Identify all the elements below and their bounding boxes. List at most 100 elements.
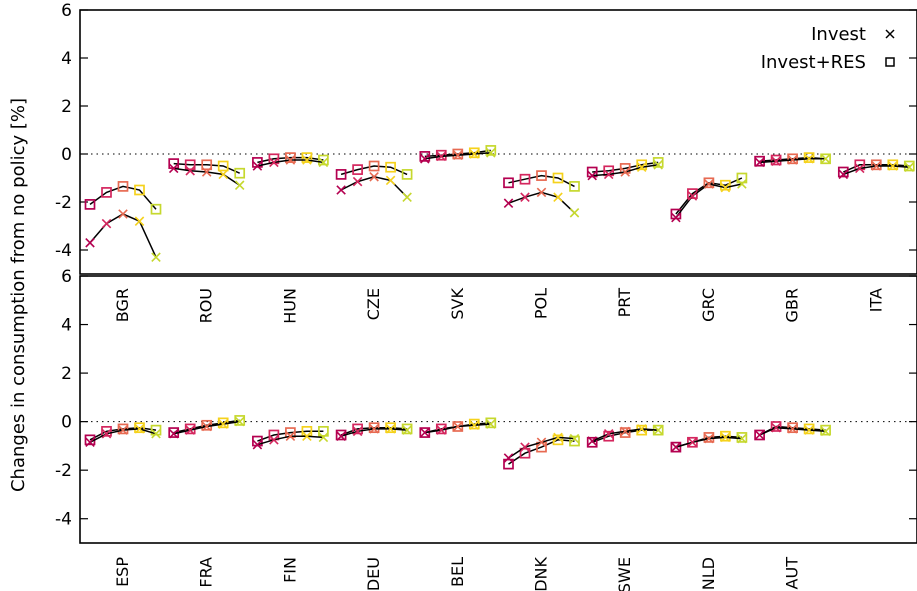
invest-point-fin (318, 432, 329, 443)
country-group-fra: FRA (168, 415, 246, 588)
invest-point-dnk (569, 433, 580, 444)
invest-point-rou (218, 169, 228, 180)
country-group-grc: GRC (670, 172, 748, 322)
country-group-dnk: DNK (503, 432, 580, 591)
series-line-invest-res-fra (173, 419, 240, 434)
country-group-swe: SWE (586, 424, 664, 591)
invest-res-point-prt (652, 157, 664, 168)
invest-point-fra (234, 416, 245, 427)
invest-point-swe (587, 436, 597, 446)
bottom-panel: -4 -2 0 2 4 6 ESP FRA FIN DEU BEL DNK SWE NLD AUT (55, 267, 917, 591)
legend-square (885, 57, 895, 67)
invest-res-point-svk (468, 147, 480, 159)
category-label-dnk: DNK (532, 556, 551, 591)
invest-point-svk (420, 154, 430, 164)
invest-res-point-rou (217, 160, 229, 172)
top-panel: -4 -2 0 2 4 6 BGR ROU HUN CZE SVK POL PRT GRC GBR ITA (55, 1, 917, 324)
invest-point-fra (218, 419, 228, 429)
invest-point-nld (704, 433, 714, 444)
country-group-aut: AUT (754, 421, 831, 589)
invest-res-point-cze (368, 160, 380, 172)
category-label-fra: FRA (197, 557, 216, 588)
category-label-ita: ITA (866, 288, 885, 312)
invest-res-point-cze (385, 161, 396, 173)
invest-res-point-esp (134, 422, 145, 434)
invest-res-point-prt (636, 159, 648, 171)
category-label-bel: BEL (448, 557, 467, 587)
invest-point-prt (636, 162, 647, 172)
invest-res-point-aut (770, 421, 782, 432)
invest-point-hun (318, 157, 329, 168)
y-tick-label: 0 (61, 413, 72, 433)
invest-point-rou (185, 166, 195, 176)
invest-point-dnk (553, 432, 563, 443)
invest-res-point-gbr (770, 154, 782, 166)
invest-point-fra (201, 421, 212, 432)
invest-point-svk (469, 149, 480, 159)
invest-point-prt (587, 170, 597, 181)
invest-point-hun (252, 161, 263, 171)
invest-point-pol (569, 208, 580, 218)
invest-point-fin (252, 439, 263, 450)
invest-point-swe (636, 424, 647, 434)
invest-point-bgr (134, 216, 145, 226)
invest-res-point-pol (503, 177, 514, 189)
invest-point-ita (871, 161, 882, 171)
country-group-hun: HUN (252, 152, 329, 324)
y-tick-label: -4 (55, 510, 72, 530)
invest-point-esp (85, 437, 95, 448)
invest-res-point-svk (435, 149, 447, 161)
invest-point-gbr (820, 154, 831, 164)
series-line-invest-res-rou (173, 162, 240, 174)
invest-point-rou (168, 163, 179, 174)
invest-point-svk (436, 151, 447, 162)
country-group-nld: NLD (670, 430, 748, 590)
invest-point-cze (352, 176, 363, 187)
country-group-prt: PRT (586, 157, 664, 318)
legend: Invest Invest+RES (761, 24, 895, 73)
y-tick-label: -4 (55, 241, 72, 261)
invest-point-esp (134, 424, 145, 434)
invest-point-cze (385, 175, 396, 186)
invest-res-point-dnk (519, 447, 531, 459)
invest-res-point-dnk (569, 435, 580, 447)
category-label-gbr: GBR (783, 288, 802, 323)
invest-point-grc (737, 179, 747, 189)
invest-point-ita (888, 161, 898, 171)
invest-point-dnk (520, 442, 530, 452)
invest-point-aut (804, 425, 814, 435)
category-label-grc: GRC (699, 288, 718, 322)
invest-res-point-fra (234, 415, 246, 426)
invest-point-pol (520, 192, 530, 202)
invest-point-hun (285, 155, 296, 165)
y-tick-label: 4 (61, 316, 72, 336)
series-line-invest-res-deu (340, 426, 408, 436)
series-line-invest-res-pol (508, 174, 575, 188)
invest-point-prt (620, 167, 630, 177)
invest-point-swe (653, 425, 663, 435)
invest-point-esp (101, 429, 112, 439)
invest-res-point-pol (552, 172, 564, 184)
invest-point-bgr (85, 238, 95, 248)
invest-point-nld (737, 433, 747, 444)
invest-point-nld (720, 432, 731, 443)
series-line-invest-fra (173, 420, 240, 435)
invest-point-gbr (804, 154, 814, 164)
y-tick-label: -2 (55, 193, 72, 213)
invest-res-point-pol (536, 170, 547, 181)
invest-point-nld (687, 437, 698, 448)
legend-marker-invest (885, 29, 895, 39)
invest-point-deu (385, 424, 396, 434)
invest-res-point-aut (787, 422, 798, 434)
invest-point-deu (369, 424, 379, 434)
panel-frame (79, 275, 917, 544)
category-label-prt: PRT (615, 288, 634, 318)
invest-res-point-swe (586, 436, 598, 448)
invest-point-swe (603, 429, 614, 439)
country-group-svk: SVK (419, 145, 497, 320)
y-tick-label: 2 (61, 364, 72, 384)
y-axis-title: Changes in consumption from no policy [%… (8, 98, 29, 492)
invest-res-point-dnk (552, 434, 564, 446)
invest-point-pol (553, 192, 563, 202)
invest-res-point-svk (419, 151, 431, 162)
